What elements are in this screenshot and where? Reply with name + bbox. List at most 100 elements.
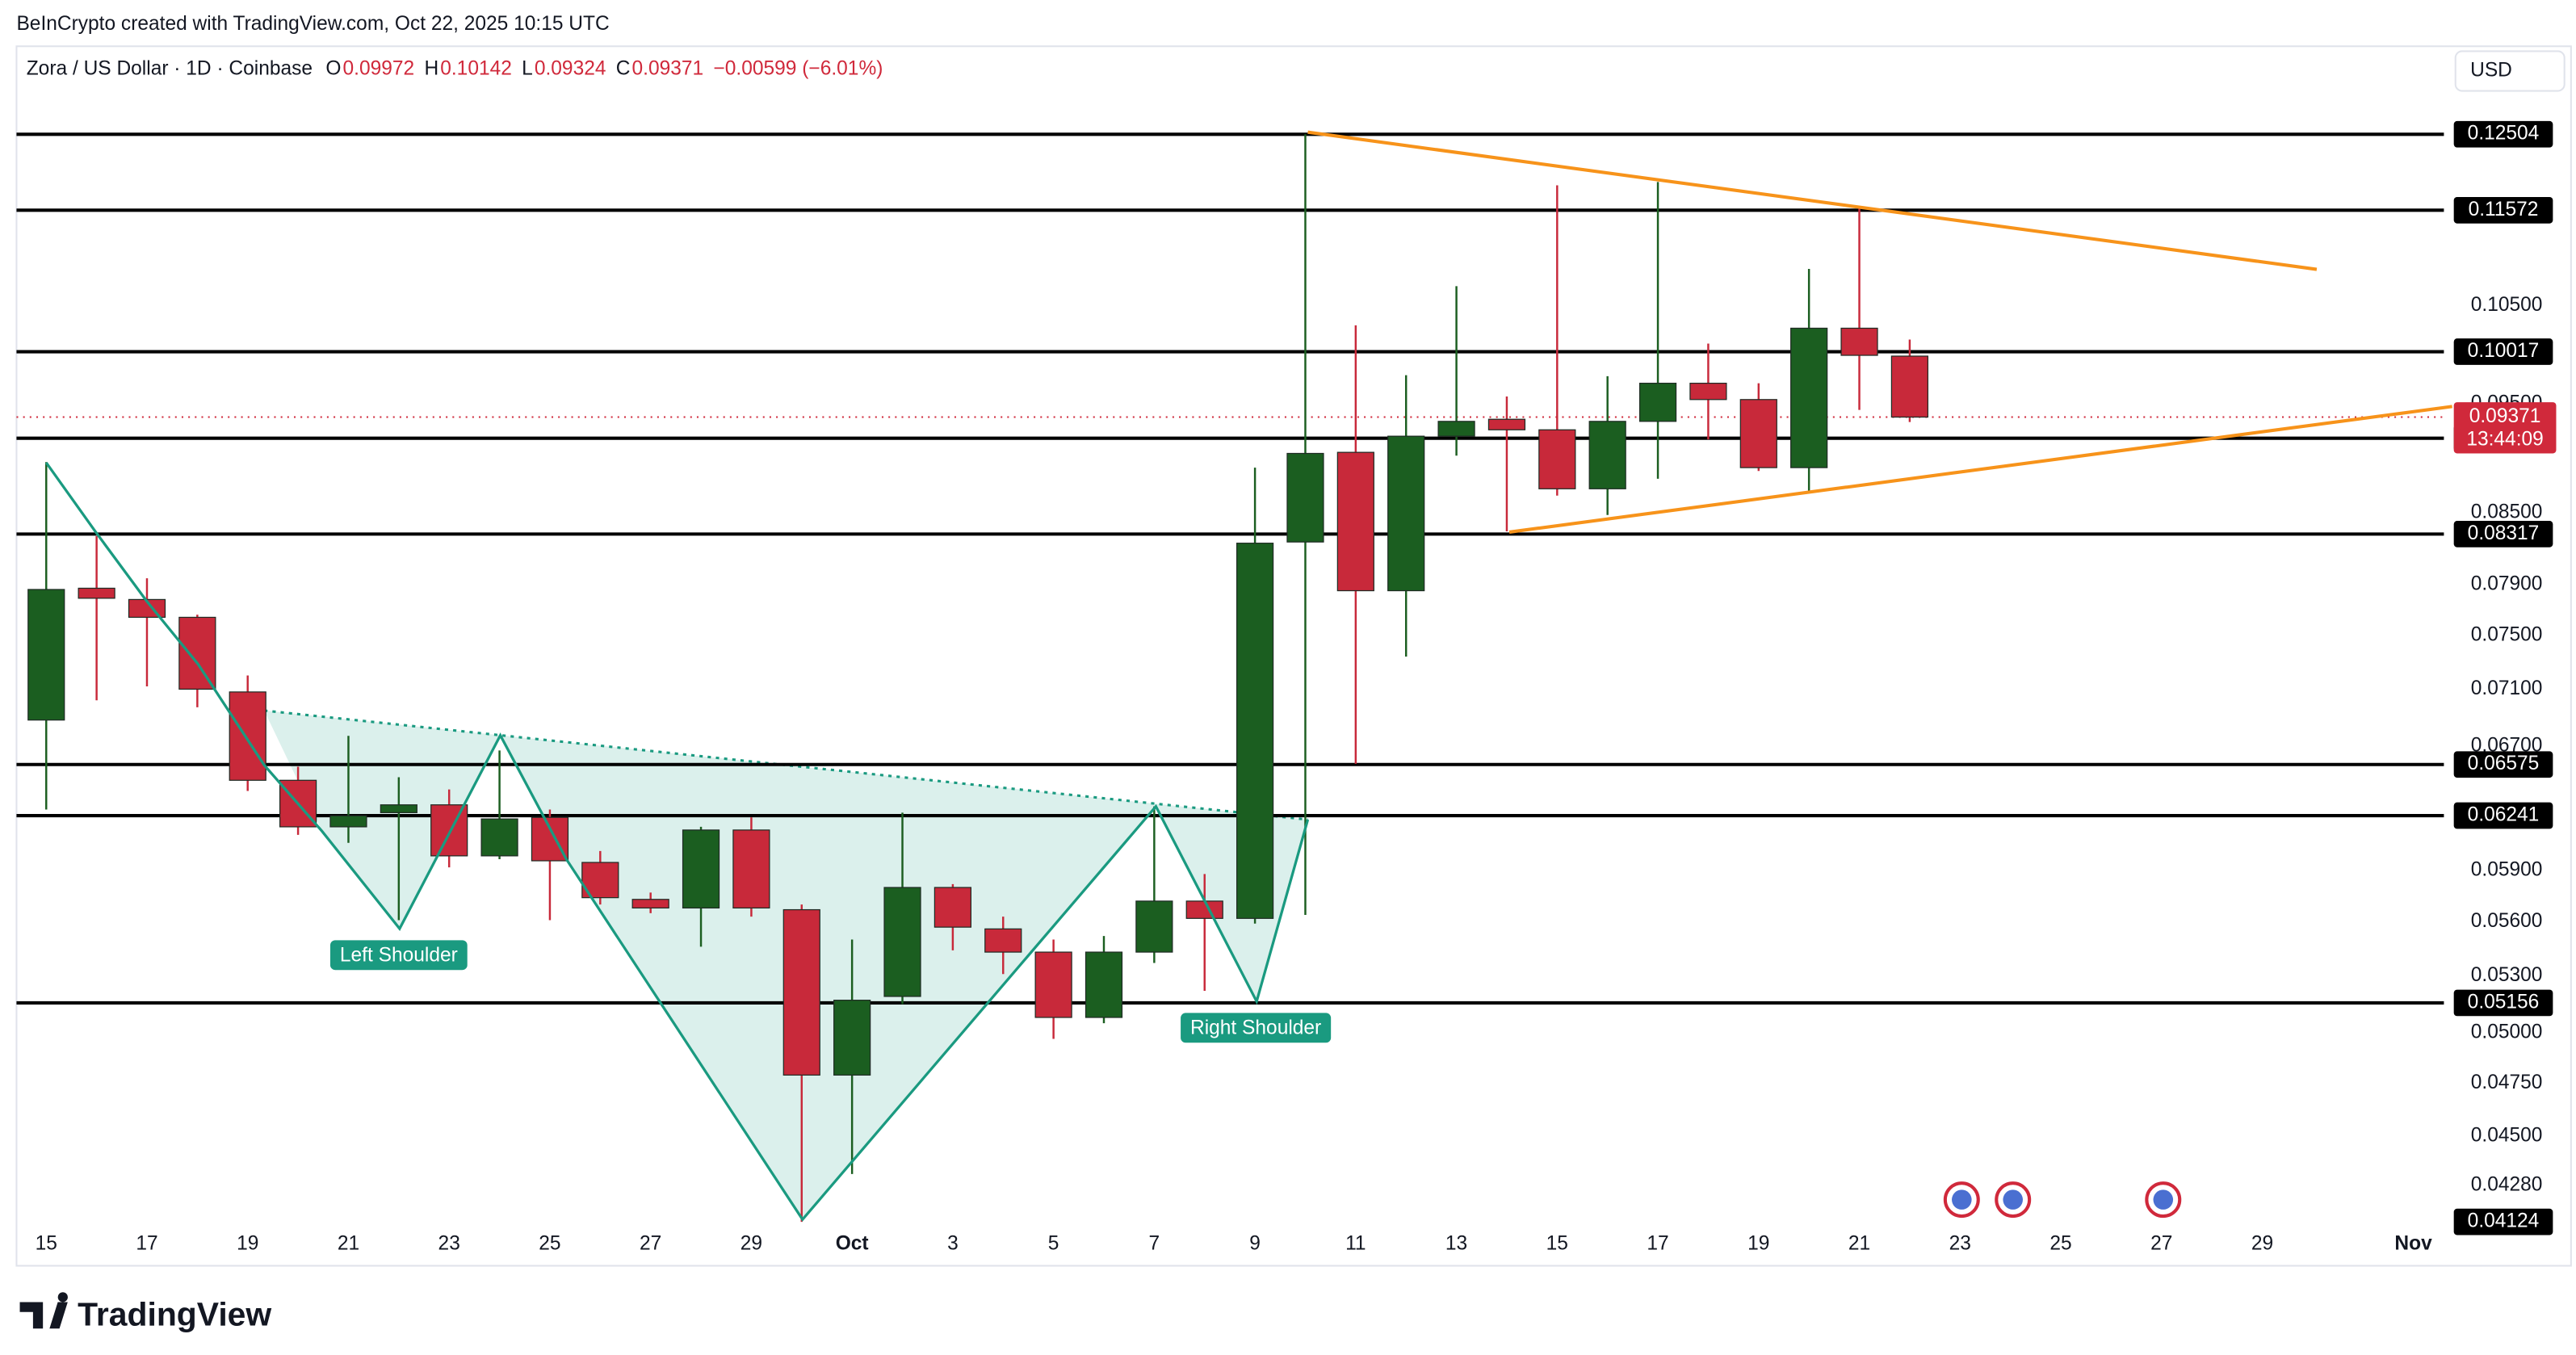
flag-icon [2153, 1189, 2174, 1210]
axes: 0.04280 0.04500 0.04750 0.05000 0.05300 0.056… [36, 294, 2543, 1255]
y-tick-label: 0.05600 [2471, 910, 2543, 932]
last-price-box [2453, 402, 2557, 454]
x-tick-label: 19 [237, 1232, 258, 1254]
candle-body [883, 887, 921, 997]
level-label: 0.06241 [2468, 804, 2540, 826]
x-tick-label: 23 [1949, 1232, 1971, 1254]
candles [27, 134, 1929, 1223]
x-tick-label: 27 [2150, 1232, 2172, 1254]
candle-body [1034, 951, 1072, 1018]
y-tick-label: 0.07100 [2471, 678, 2543, 699]
x-tick-label: 29 [2251, 1232, 2273, 1254]
candle-body [1890, 355, 1929, 418]
annotation: Right Shoulder [1190, 1017, 1321, 1038]
candle-body [78, 587, 115, 599]
low-label-box [2453, 1208, 2553, 1235]
pattern-line [44, 462, 1310, 1222]
x-tick-label: 19 [1747, 1232, 1769, 1254]
annotation-box [1181, 1013, 1332, 1043]
y-tick-label: 0.05300 [2471, 964, 2543, 986]
credit-line: BeInCrypto created with TradingView.com,… [16, 13, 609, 35]
candle-body [1437, 421, 1475, 437]
x-tick-label: 7 [1149, 1232, 1160, 1254]
levels: 0.125040.115720.100170.091710.083170.065… [16, 120, 2553, 1235]
x-tick-label: 23 [438, 1232, 460, 1254]
lower-trendline [1508, 405, 2452, 534]
candle-body [1638, 382, 1677, 422]
candle-body [1286, 452, 1324, 543]
x-tick-label: 27 [640, 1232, 661, 1254]
x-tick-label: 21 [338, 1232, 359, 1254]
x-tick-label: 11 [1345, 1232, 1366, 1254]
y-tick-label: 0.05900 [2471, 859, 2543, 881]
x-tick-label: 5 [1048, 1232, 1059, 1254]
y-tick-label: 0.04500 [2471, 1125, 2543, 1147]
x-tick-label: 15 [36, 1232, 57, 1254]
level-label: 0.11572 [2469, 199, 2539, 220]
level-label: 0.06575 [2468, 753, 2540, 774]
x-tick-label: 21 [1848, 1232, 1870, 1254]
candle-body [1840, 327, 1878, 356]
y-tick-label: 0.05000 [2471, 1021, 2543, 1043]
candle-body [229, 691, 266, 781]
candle-body [1538, 429, 1576, 489]
x-tick-label: 15 [1546, 1232, 1568, 1254]
currency-button[interactable] [2454, 50, 2566, 92]
ohlc-legend: O 0.09972 H 0.10142 L 0.09324 C 0.09371 −0.00599… [325, 57, 883, 79]
flag-icon [1952, 1189, 1972, 1210]
ohlc-value: 0.09324 [535, 57, 606, 79]
neckline [264, 709, 1308, 821]
candle-body [1689, 382, 1727, 401]
level-label: 0.10017 [2468, 340, 2540, 362]
level-label-box [2453, 520, 2553, 547]
x-tick-label: 25 [539, 1232, 560, 1254]
x-tick-label: 17 [1647, 1232, 1668, 1254]
upper-trendline [1307, 130, 2318, 271]
y-tick-label: 0.04280 [2471, 1174, 2543, 1196]
candle-body [1336, 451, 1374, 592]
candle-body [27, 589, 65, 721]
candle-body [732, 829, 770, 909]
low-label: 0.04124 [2468, 1210, 2540, 1232]
logo-mark [19, 1292, 68, 1329]
level-label: 0.08317 [2468, 522, 2540, 544]
candle-body [1588, 421, 1626, 489]
ohlc-value: 0.09371 [632, 57, 704, 79]
candle-body [1185, 900, 1223, 919]
ohlc-key: O [325, 57, 341, 79]
y-tick-label: 0.10500 [2471, 294, 2543, 316]
change: −0.00599 (−6.01%) [713, 57, 883, 79]
event-flags [1943, 1181, 2182, 1219]
level-label-box [2453, 802, 2553, 829]
candle-body [178, 616, 216, 690]
candle-body [430, 804, 468, 857]
candle-body [682, 829, 720, 909]
candle-body [984, 928, 1022, 953]
ohlc-key: L [522, 57, 533, 79]
level-label-box [2453, 120, 2553, 148]
ohlc-value: 0.09972 [343, 57, 415, 79]
ohlc-key: C [616, 57, 631, 79]
chart-frame [15, 45, 2572, 1267]
x-tick-label: 29 [740, 1232, 762, 1254]
candle-body [631, 899, 669, 909]
level-label: 0.05156 [2468, 991, 2540, 1013]
y-tick-label: 0.07900 [2471, 573, 2543, 594]
y-tick-label: 0.04750 [2471, 1072, 2543, 1093]
ohlc-value: 0.10142 [440, 57, 512, 79]
candle-body [1236, 543, 1274, 919]
candle-body [1487, 418, 1526, 430]
currency[interactable]: USD [2470, 59, 2512, 81]
x-tick-label: 17 [136, 1232, 157, 1254]
x-tick-label: 13 [1445, 1232, 1467, 1254]
candle-body [1790, 327, 1828, 468]
candle-body [833, 1000, 871, 1076]
candle-body [1387, 435, 1425, 592]
candle-body [1135, 900, 1173, 953]
x-tick-label: Oct [836, 1232, 869, 1254]
level-label-box [2453, 338, 2553, 365]
level-label: 0.12504 [2468, 123, 2540, 145]
candle-body [1085, 951, 1123, 1018]
